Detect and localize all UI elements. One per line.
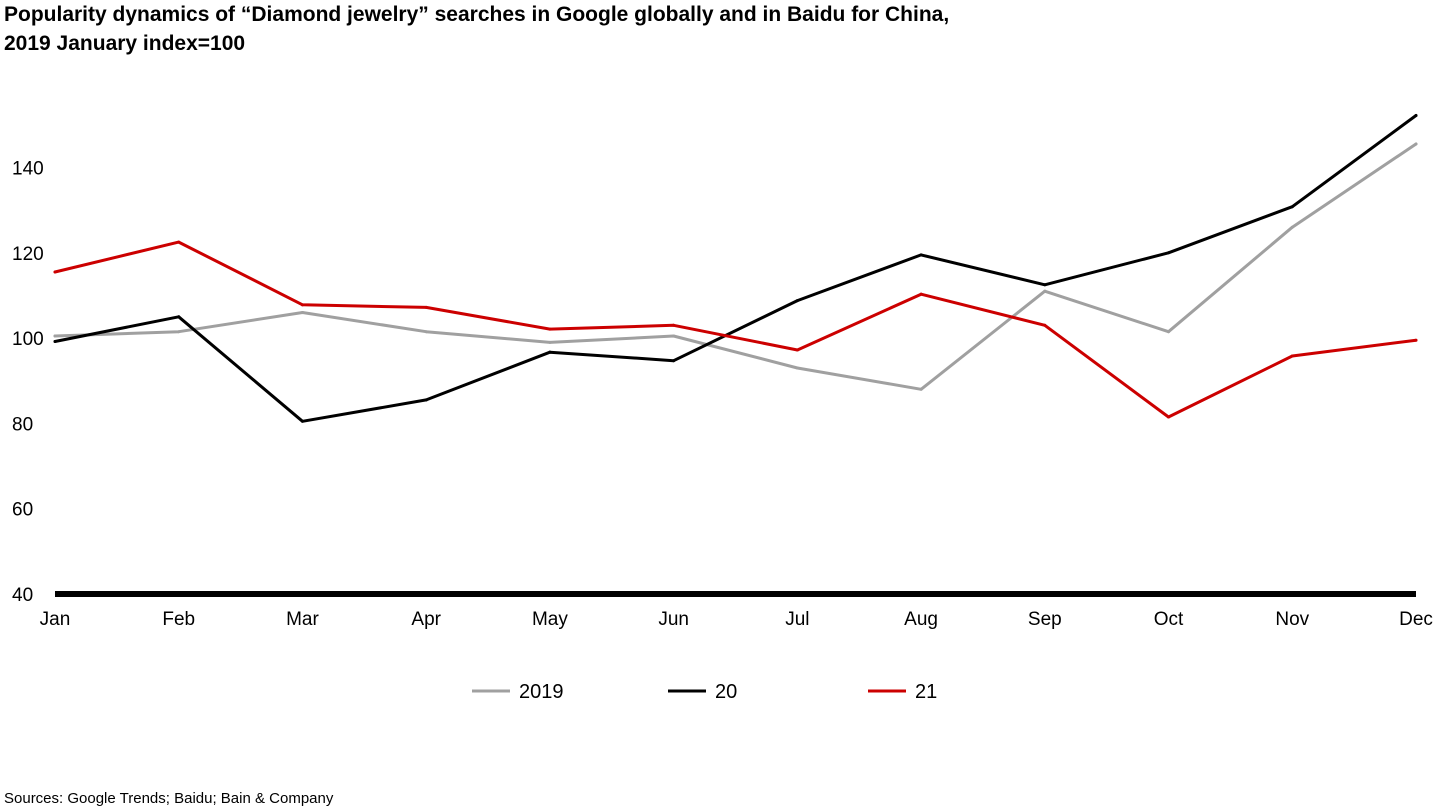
x-tick-label: Dec xyxy=(1399,609,1433,630)
data-point xyxy=(53,270,57,274)
legend-label: 21 xyxy=(915,681,937,703)
y-tick-label: 60 xyxy=(12,500,33,521)
data-point xyxy=(1414,338,1418,342)
data-point xyxy=(424,398,428,402)
y-tick-label: 140 xyxy=(12,159,44,180)
x-tick-label: Mar xyxy=(286,609,319,630)
data-point xyxy=(1290,205,1294,209)
x-tick-label: Oct xyxy=(1154,609,1184,630)
x-tick-label: Sep xyxy=(1028,609,1062,630)
data-point xyxy=(795,348,799,352)
data-point xyxy=(177,330,181,334)
data-point xyxy=(919,253,923,257)
data-point xyxy=(1167,330,1171,334)
data-point xyxy=(1414,113,1418,117)
y-tick-label: 100 xyxy=(12,329,44,350)
x-tick-label: Jun xyxy=(658,609,689,630)
y-tick-label: 40 xyxy=(12,585,33,606)
data-point xyxy=(548,340,552,344)
data-point xyxy=(177,315,181,319)
data-point xyxy=(424,330,428,334)
legend-label: 20 xyxy=(715,681,737,703)
x-tick-label: May xyxy=(532,609,568,630)
data-point xyxy=(1043,289,1047,293)
data-point xyxy=(1290,354,1294,358)
data-point xyxy=(1167,415,1171,419)
data-point xyxy=(548,327,552,331)
data-point xyxy=(1043,323,1047,327)
chart-subtitle: 2019 January index=100 xyxy=(4,32,246,55)
data-point xyxy=(1414,142,1418,146)
data-point xyxy=(548,350,552,354)
data-point xyxy=(300,311,304,315)
source-note: Sources: Google Trends; Baidu; Bain & Co… xyxy=(4,790,334,807)
x-tick-label: Jul xyxy=(785,609,809,630)
legend-label: 2019 xyxy=(519,681,564,703)
data-point xyxy=(300,303,304,307)
series-line-21 xyxy=(53,240,1418,419)
data-point xyxy=(1043,283,1047,287)
series-line-20 xyxy=(53,114,1418,423)
data-point xyxy=(919,387,923,391)
chart-title-line-1: Popularity dynamics of “Diamond jewelry”… xyxy=(4,3,950,26)
x-tick-label: Feb xyxy=(162,609,195,630)
data-point xyxy=(672,334,676,338)
y-tick-label: 80 xyxy=(12,414,33,435)
data-point xyxy=(795,299,799,303)
data-point xyxy=(919,292,923,296)
data-point xyxy=(300,419,304,423)
x-tick-label: Nov xyxy=(1275,609,1309,630)
data-point xyxy=(177,240,181,244)
data-point xyxy=(795,366,799,370)
data-point xyxy=(424,305,428,309)
x-tick-label: Apr xyxy=(411,609,441,630)
chart-title: Popularity dynamics of “Diamond jewelry”… xyxy=(4,0,1434,58)
x-tick-label: Aug xyxy=(904,609,938,630)
data-point xyxy=(672,323,676,327)
data-point xyxy=(672,359,676,363)
data-point xyxy=(1290,225,1294,229)
data-point xyxy=(1167,251,1171,255)
series-line-2019 xyxy=(53,142,1418,391)
x-tick-label: Jan xyxy=(40,609,71,630)
data-point xyxy=(53,334,57,338)
line-chart: 40 60 80 100 120 140 Jan Feb Mar Apr May Jun Jul Aug S… xyxy=(12,113,1433,703)
y-tick-label: 120 xyxy=(12,244,44,265)
data-point xyxy=(53,340,57,344)
